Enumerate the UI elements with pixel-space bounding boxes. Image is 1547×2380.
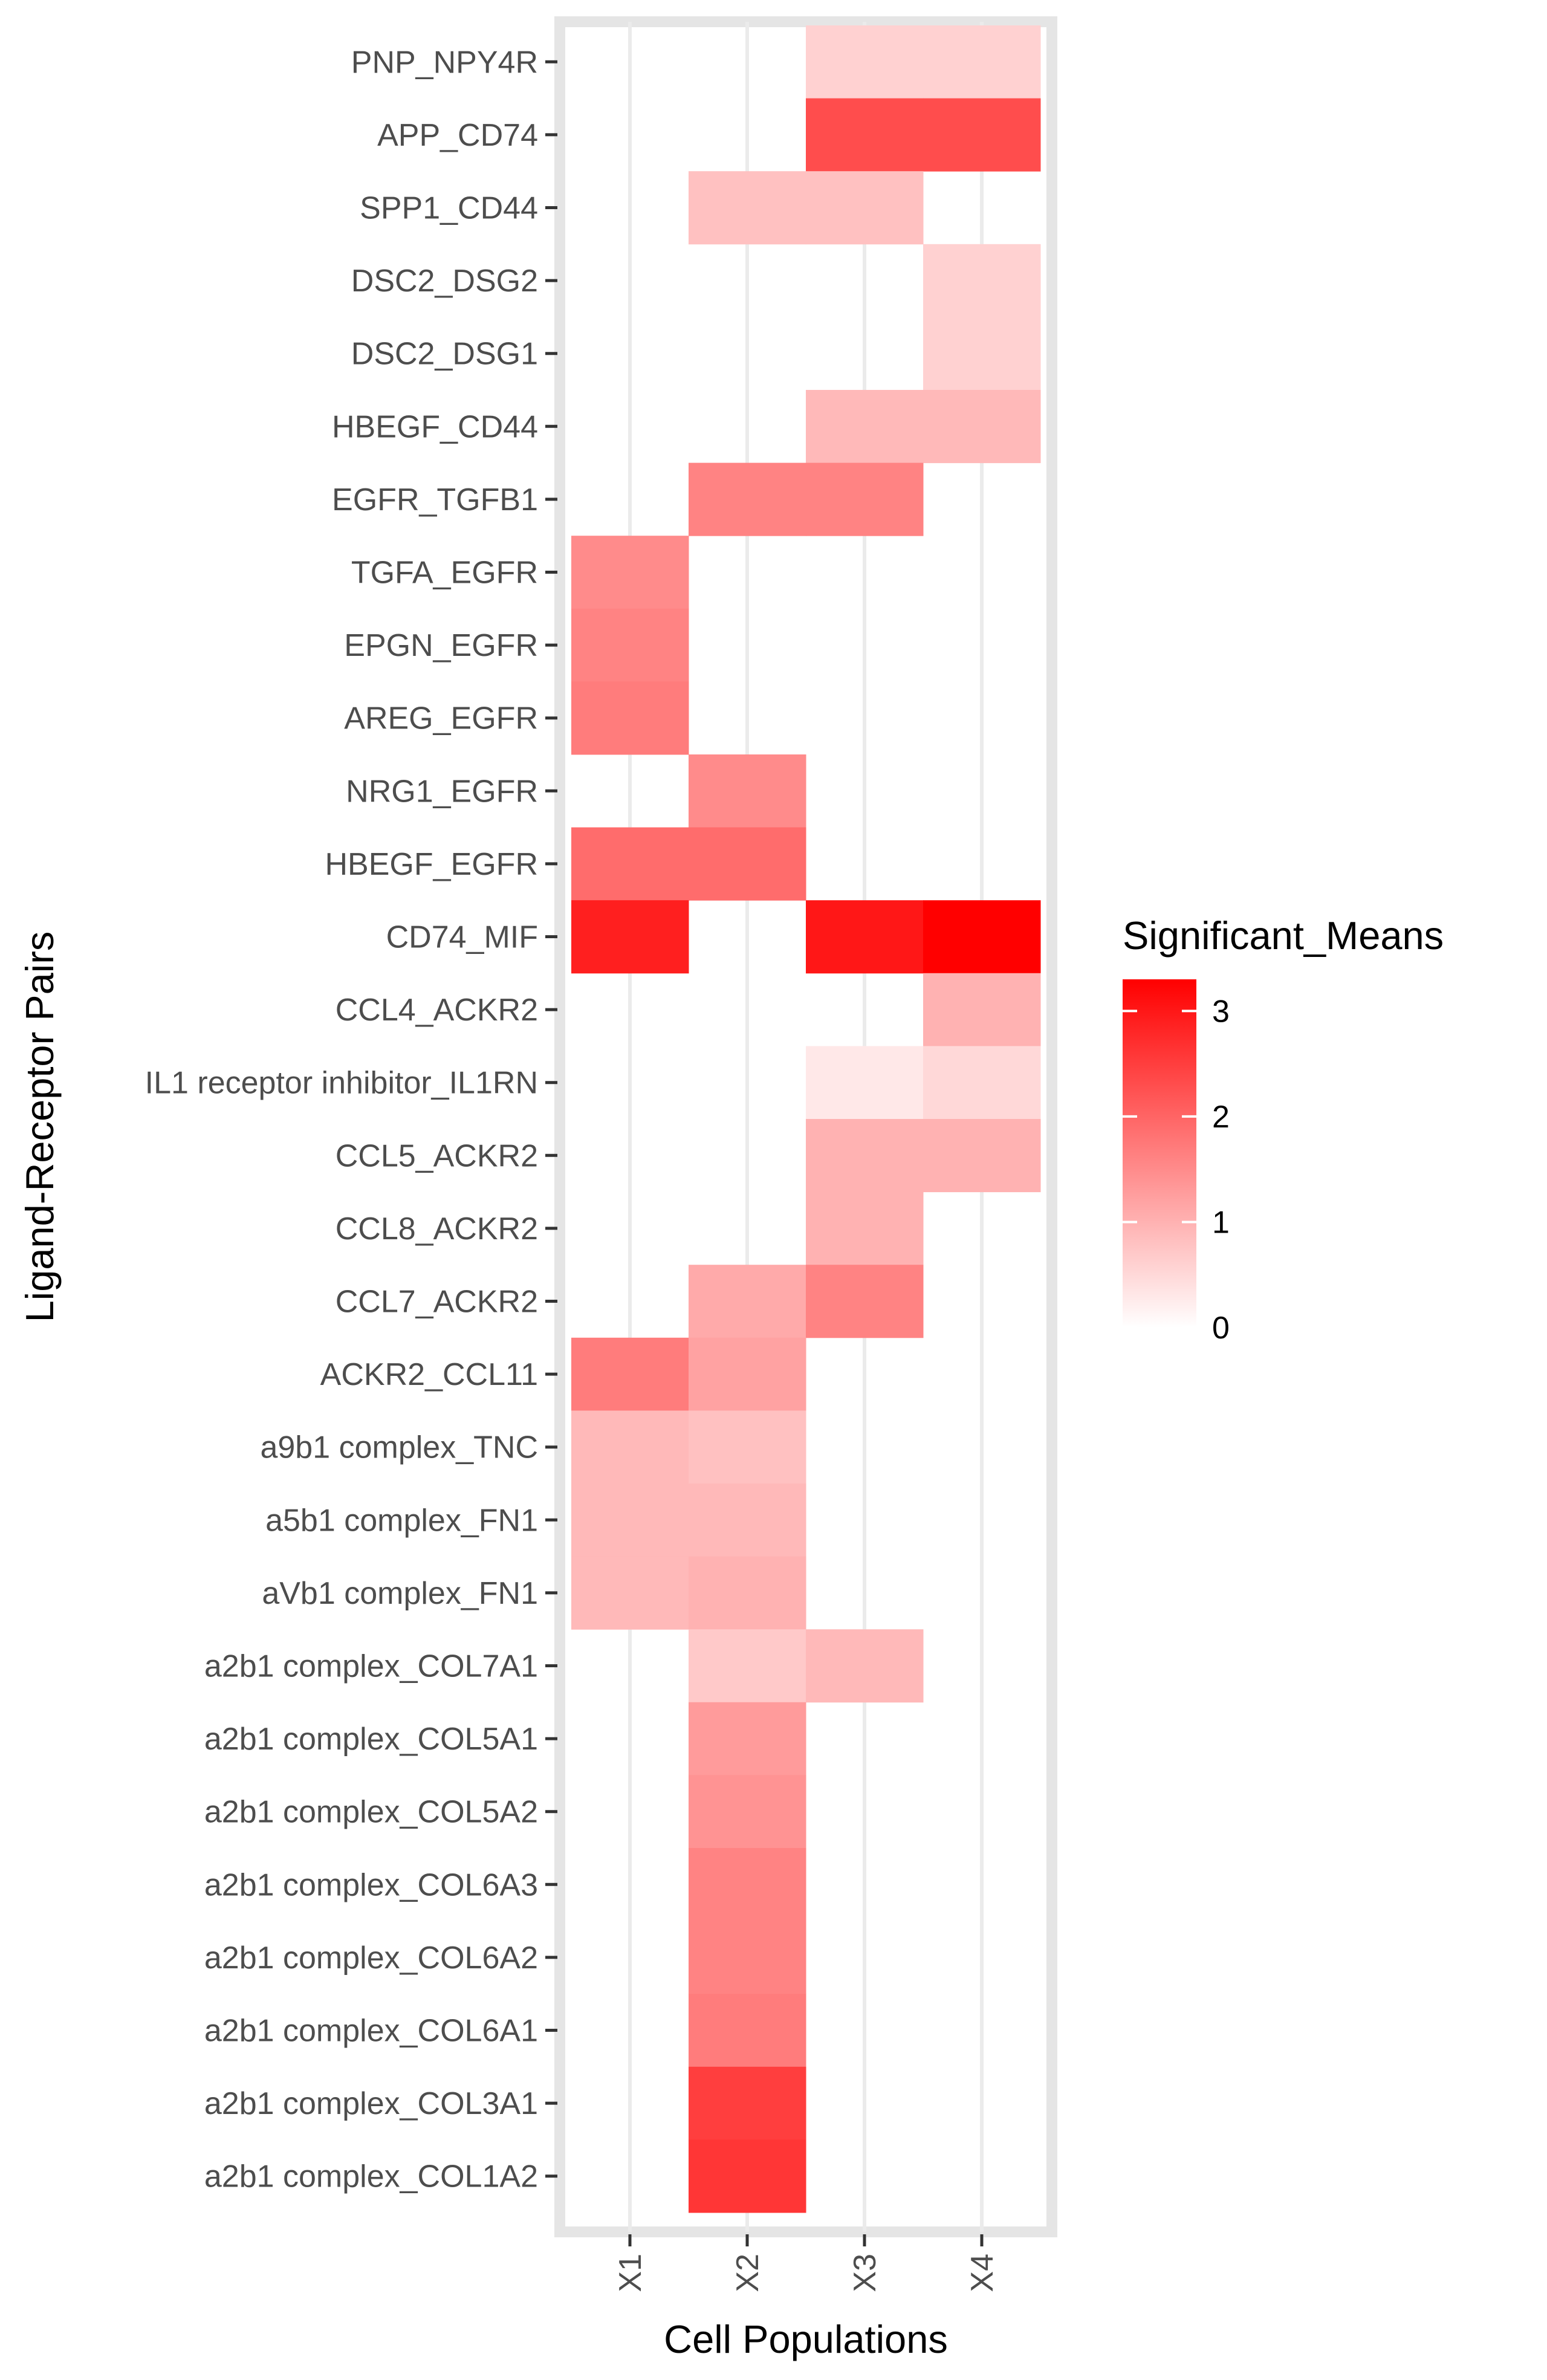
legend-tick-label: 2 (1212, 1100, 1230, 1135)
y-axis-labels: PNP_NPY4R APP_CD74 SPP1_CD44 DSC2_DSG2 DSC2_… (145, 45, 557, 2194)
y-tick-label: DSC2_DSG2 (351, 264, 538, 299)
y-tick-label: a2b1 complex_COL6A3 (204, 1867, 538, 1902)
heatmap-cell-hbegf-cd44-x3 (806, 390, 924, 464)
x-axis-title: Cell Populations (664, 2317, 948, 2361)
heatmap-cell-il1-receptor-inhibitor-il1rn-x3 (806, 1046, 924, 1120)
y-tick-label: a2b1 complex_COL5A1 (204, 1722, 538, 1757)
heatmap-cell-a9b1-complex-tnc-x1 (571, 1410, 689, 1484)
heatmap-cell-ackr2-ccl11-x1 (571, 1337, 689, 1411)
y-tick-label: a2b1 complex_COL3A1 (204, 2086, 538, 2121)
heatmap-cell-ackr2-ccl11-x2 (689, 1337, 806, 1411)
heatmap-cell-epgn-egfr-x1 (571, 608, 689, 682)
heatmap-cell-a2b1-complex-col5a2-x2 (689, 1775, 806, 1849)
heatmap-cell-pnp-npy4r-x3 (806, 25, 924, 99)
heatmap-cell-tgfa-egfr-x1 (571, 536, 689, 609)
heatmap-cell-a9b1-complex-tnc-x2 (689, 1410, 806, 1484)
y-tick-label: CCL4_ACKR2 (336, 993, 538, 1028)
y-tick-label: EPGN_EGFR (344, 628, 538, 663)
y-tick-label: IL1 receptor inhibitor_IL1RN (145, 1066, 538, 1101)
heatmap-cell-a2b1-complex-col3a1-x2 (689, 2066, 806, 2140)
heatmap-cell-app-cd74-x4 (923, 98, 1041, 172)
y-tick-label: PNP_NPY4R (351, 45, 538, 80)
y-tick-label: a2b1 complex_COL1A2 (204, 2159, 538, 2194)
y-tick-label: DSC2_DSG1 (351, 337, 538, 372)
y-tick-label: a2b1 complex_COL7A1 (204, 1649, 538, 1684)
heatmap-cell-dsc2-dsg2-x4 (923, 244, 1041, 317)
x-tick-label: X2 (730, 2254, 765, 2292)
y-tick-label: TGFA_EGFR (351, 556, 538, 591)
legend: Significant_Means 0 1 2 3 (1123, 913, 1444, 1346)
y-tick-label: CCL8_ACKR2 (336, 1211, 538, 1247)
y-tick-label: HBEGF_EGFR (325, 847, 539, 882)
y-tick-label: APP_CD74 (377, 118, 538, 153)
y-axis-title: Ligand-Receptor Pairs (18, 932, 62, 1323)
heatmap-cell-nrg1-egfr-x2 (689, 754, 806, 828)
legend-tick-label: 3 (1212, 994, 1230, 1029)
heatmap-cell-a2b1-complex-col5a1-x2 (689, 1702, 806, 1775)
legend-ticks: 0 1 2 3 (1123, 994, 1230, 1346)
heatmap-cell-hbegf-egfr-x1 (571, 827, 689, 901)
heatmap-cell-spp1-cd44-x2 (689, 171, 806, 245)
heatmap-cell-dsc2-dsg1-x4 (923, 317, 1041, 391)
heatmap-cell-a2b1-complex-col7a1-x3 (806, 1629, 924, 1703)
y-tick-label: ACKR2_CCL11 (320, 1357, 538, 1392)
heatmap-cell-egfr-tgfb1-x3 (806, 462, 924, 536)
heatmap-cell-pnp-npy4r-x4 (923, 25, 1041, 99)
y-tick-label: AREG_EGFR (344, 701, 538, 736)
heatmap-cell-hbegf-egfr-x2 (689, 827, 806, 901)
heatmap-cell-cd74-mif-x3 (806, 900, 924, 974)
heatmap-cell-a2b1-complex-col6a1-x2 (689, 1994, 806, 2067)
heatmap-cell-ccl5-ackr2-x3 (806, 1119, 924, 1193)
y-tick-label: CCL5_ACKR2 (336, 1138, 538, 1173)
heatmap-cell-hbegf-cd44-x4 (923, 390, 1041, 464)
y-tick-label: CCL7_ACKR2 (336, 1285, 538, 1320)
legend-tick-label: 1 (1212, 1205, 1230, 1240)
heatmap-cell-avb1-complex-fn1-x1 (571, 1556, 689, 1630)
heatmap-cells (571, 25, 1041, 2213)
heatmap-cell-a2b1-complex-col6a2-x2 (689, 1921, 806, 1994)
x-tick-label: X3 (848, 2254, 883, 2292)
heatmap-cell-a2b1-complex-col6a3-x2 (689, 1848, 806, 1922)
y-tick-label: SPP1_CD44 (360, 191, 538, 226)
y-tick-label: EGFR_TGFB1 (332, 482, 538, 517)
heatmap-cell-a2b1-complex-col1a2-x2 (689, 2139, 806, 2213)
heatmap-cell-app-cd74-x3 (806, 98, 924, 172)
heatmap-cell-egfr-tgfb1-x2 (689, 462, 806, 536)
x-tick-label: X4 (965, 2254, 1000, 2292)
y-tick-label: aVb1 complex_FN1 (262, 1576, 538, 1611)
y-tick-label: CD74_MIF (386, 920, 538, 955)
x-axis-labels: X1 X2 X3 X4 (613, 2234, 1000, 2292)
y-tick-label: a2b1 complex_COL6A2 (204, 1941, 538, 1976)
heatmap-cell-ccl7-ackr2-x2 (689, 1265, 806, 1338)
legend-tick-label: 0 (1212, 1311, 1230, 1346)
legend-colorbar (1123, 979, 1196, 1328)
heatmap-cell-il1-receptor-inhibitor-il1rn-x4 (923, 1046, 1041, 1120)
y-tick-label: a2b1 complex_COL5A2 (204, 1795, 538, 1830)
heatmap-cell-ccl5-ackr2-x4 (923, 1119, 1041, 1193)
y-tick-label: a2b1 complex_COL6A1 (204, 2014, 538, 2049)
y-tick-label: HBEGF_CD44 (332, 409, 538, 444)
y-tick-label: a9b1 complex_TNC (260, 1430, 538, 1465)
heatmap-cell-ccl4-ackr2-x4 (923, 973, 1041, 1046)
heatmap-cell-ccl8-ackr2-x3 (806, 1192, 924, 1265)
heatmap-cell-areg-egfr-x1 (571, 681, 689, 755)
heatmap-cell-ccl7-ackr2-x3 (806, 1265, 924, 1338)
y-tick-label: NRG1_EGFR (346, 774, 538, 809)
heatmap-cell-cd74-mif-x1 (571, 900, 689, 974)
heatmap-cell-avb1-complex-fn1-x2 (689, 1556, 806, 1630)
legend-title: Significant_Means (1123, 913, 1444, 958)
heatmap-cell-spp1-cd44-x3 (806, 171, 924, 245)
heatmap-cell-a2b1-complex-col7a1-x2 (689, 1629, 806, 1703)
y-tick-label: a5b1 complex_FN1 (265, 1503, 538, 1538)
x-tick-label: X1 (613, 2254, 648, 2292)
heatmap-cell-a5b1-complex-fn1-x1 (571, 1483, 689, 1557)
heatmap-cell-cd74-mif-x4 (923, 900, 1041, 974)
heatmap-cell-a5b1-complex-fn1-x2 (689, 1483, 806, 1557)
